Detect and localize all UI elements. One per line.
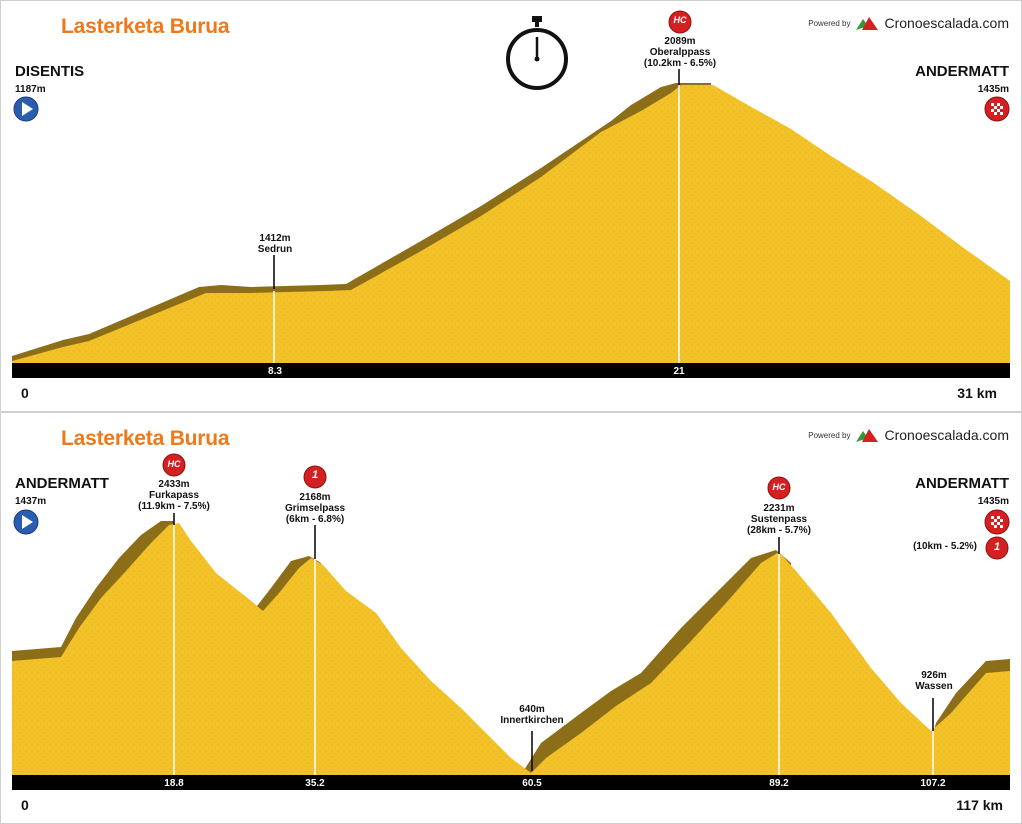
summit-grimselpass: 2168m Grimselpass (6km - 6.8%) [285, 492, 345, 525]
summit-altitude: 2089m [664, 36, 696, 47]
finish-flag-icon [984, 96, 1010, 122]
finish-climb-stats: (10km - 5.2%) [913, 541, 977, 552]
summit-name: Grimselpass [284, 503, 346, 514]
finish-flag-icon [984, 509, 1010, 535]
summit-name: Sustenpass [750, 514, 808, 525]
cat1-category-icon [985, 536, 1009, 560]
race-title: Lasterketa Burua [61, 427, 230, 450]
km-tick: 8.3 [268, 366, 282, 377]
stage-profile-2: Lasterketa Burua Powered by Cronoescalad… [0, 412, 1022, 824]
cat1-category-label: 1 [311, 469, 319, 481]
summit-name: Innertkirchen [500, 715, 564, 726]
km-tick: 18.8 [164, 778, 184, 789]
powered-by: Powered by Cronoescalada.com [808, 15, 1009, 31]
summit-altitude: 640m [519, 704, 545, 715]
summit-name: Sedrun [257, 244, 293, 255]
km-tick: 21 [673, 366, 685, 377]
summit-altitude: 2231m [763, 503, 795, 514]
summit-altitude: 2433m [158, 479, 190, 490]
summit-wassen: 926m Wassen [915, 670, 952, 692]
hc-category-label: HC [772, 482, 786, 492]
km-tick: 89.2 [769, 778, 789, 789]
summit-name: Oberalppass [649, 47, 711, 58]
hc-category-label: HC [673, 15, 687, 25]
km-end: 31 km [957, 385, 997, 401]
profile-fill-2 [12, 523, 1010, 775]
powered-by: Powered by Cronoescalada.com [808, 427, 1009, 443]
brand-link[interactable]: Cronoescalada.com [884, 15, 1009, 31]
stage-profile-1: Lasterketa Burua Powered by Cronoescalad… [0, 0, 1022, 412]
hc-category-icon [162, 453, 186, 477]
summit-name: Wassen [915, 681, 953, 692]
hc-category-icon [767, 476, 791, 500]
summit-oberalppass: 2089m Oberalppass (10.2km - 6.5%) [644, 36, 716, 69]
distance-bar-1 [12, 363, 1010, 378]
climb-stats: (6km - 6.8%) [285, 514, 345, 525]
summit-sustenpass: 2231m Sustenpass (28km - 5.7%) [747, 503, 811, 536]
summit-furkapass: 2433m Furkapass (11.9km - 7.5%) [138, 479, 210, 512]
hc-category-icon [668, 10, 692, 34]
start-play-icon [13, 96, 39, 122]
km-start: 0 [21, 385, 29, 401]
powered-by-label: Powered by [808, 430, 851, 440]
summit-altitude: 1412m [259, 233, 291, 244]
profile-fill-1 [12, 85, 1010, 363]
profile-chart-1 [12, 69, 1010, 378]
brand-link[interactable]: Cronoescalada.com [884, 427, 1009, 443]
climb-stats: (28km - 5.7%) [747, 525, 811, 536]
summit-altitude: 2168m [299, 492, 331, 503]
race-title: Lasterketa Burua [61, 15, 230, 38]
summit-innertkirchen: 640m Innertkirchen [500, 704, 563, 726]
km-tick: 107.2 [920, 778, 946, 789]
km-start: 0 [21, 797, 29, 813]
climb-stats: (10.2km - 6.5%) [643, 58, 717, 69]
mountain-logo-icon [856, 16, 879, 30]
start-location: DISENTIS [15, 63, 85, 80]
distance-bar-2 [12, 775, 1010, 790]
mountain-logo-icon [856, 428, 879, 442]
stopwatch-icon [506, 16, 568, 90]
km-tick: 35.2 [305, 778, 325, 789]
km-end: 117 km [956, 797, 1003, 813]
finish-altitude: 1435m [977, 84, 1009, 95]
km-tick: 60.5 [522, 778, 542, 789]
finish-location: ANDERMATT [915, 475, 1009, 492]
cat1-category-label: 1 [993, 541, 1001, 553]
start-location: ANDERMATT [15, 475, 109, 492]
climb-stats: (11.9km - 7.5%) [138, 501, 210, 512]
cat1-category-icon [303, 465, 327, 489]
hc-category-label: HC [167, 459, 181, 469]
finish-location: ANDERMATT [915, 63, 1009, 80]
finish-altitude: 1435m [977, 496, 1009, 507]
start-play-icon [13, 509, 39, 535]
summit-altitude: 926m [921, 670, 947, 681]
start-altitude: 1437m [15, 496, 47, 507]
summit-sedrun: 1412m Sedrun [258, 233, 292, 255]
powered-by-label: Powered by [808, 18, 851, 28]
profile-chart-2 [12, 513, 1010, 790]
summit-name: Furkapass [148, 490, 200, 501]
start-altitude: 1187m [15, 84, 46, 95]
